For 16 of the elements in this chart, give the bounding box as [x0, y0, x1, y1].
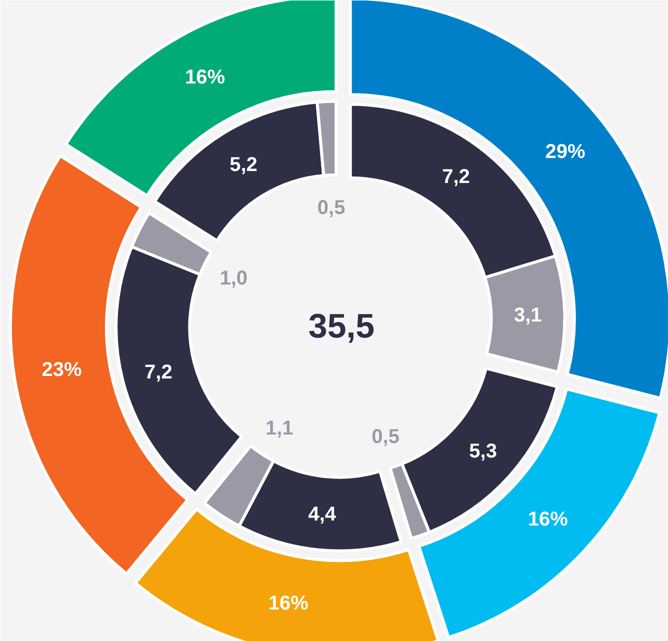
text: 35,5 [308, 308, 375, 346]
data-label: 29% [545, 140, 586, 163]
data-label: 0,5 [372, 426, 400, 448]
data-label: 23% [42, 358, 82, 381]
data-label: 5,3 [469, 440, 497, 462]
data-label: 5,2 [230, 154, 258, 176]
data-label: 1,1 [266, 417, 294, 440]
data-label: 16% [268, 592, 309, 615]
data-label: 16% [185, 66, 226, 88]
data-label: 0,5 [317, 196, 346, 219]
data-label: 3,1 [514, 304, 542, 327]
data-label: 16% [528, 508, 568, 530]
data-label: 4,4 [308, 503, 337, 526]
data-label: 7,2 [144, 362, 172, 384]
data-label: 1,0 [220, 268, 248, 290]
data-label: 7,2 [442, 166, 470, 188]
